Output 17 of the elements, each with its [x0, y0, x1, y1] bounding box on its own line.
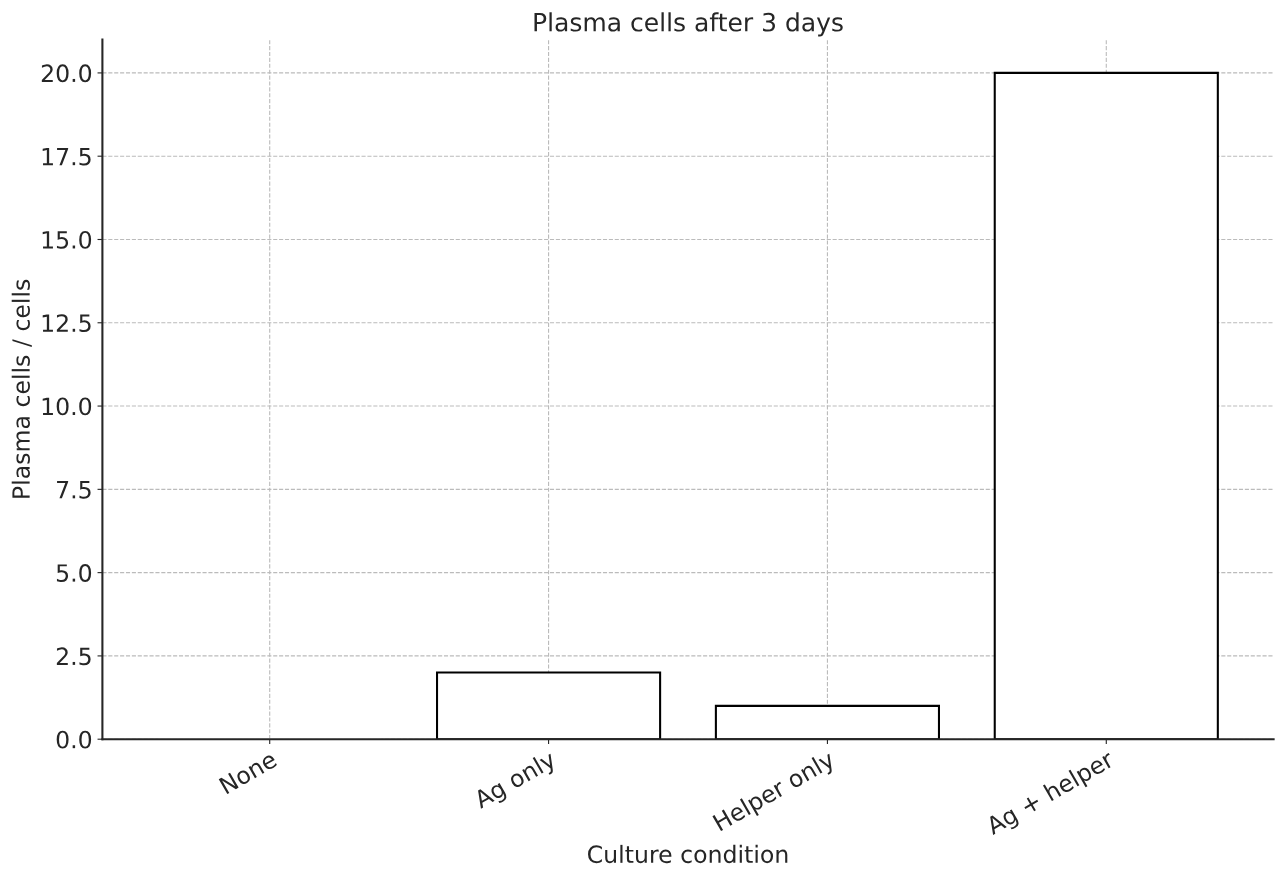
y-tick-label: 7.5	[57, 481, 91, 499]
x-tick-label: Ag only	[472, 749, 560, 813]
y-tick-label: 10.0	[42, 397, 92, 416]
x-tick-label: None	[218, 750, 278, 795]
bar	[714, 704, 941, 740]
bar	[993, 71, 1219, 740]
y-tick-label: 17.5	[42, 147, 91, 166]
y-tick-label: 12.5	[42, 314, 91, 333]
y-tick-label: 2.5	[56, 647, 91, 666]
y-tick-label: 0.0	[56, 730, 92, 749]
y-tick-label: 5.0	[56, 564, 92, 582]
y-axis-title: Plasma cells / cells	[11, 279, 32, 498]
bar	[435, 671, 662, 740]
x-axis-title: Culture condition	[588, 844, 788, 864]
chart-title: Plasma cells after 3 days	[534, 12, 843, 37]
y-tick-label: 20.0	[41, 64, 92, 83]
y-tick-label: 15.0	[42, 230, 92, 249]
